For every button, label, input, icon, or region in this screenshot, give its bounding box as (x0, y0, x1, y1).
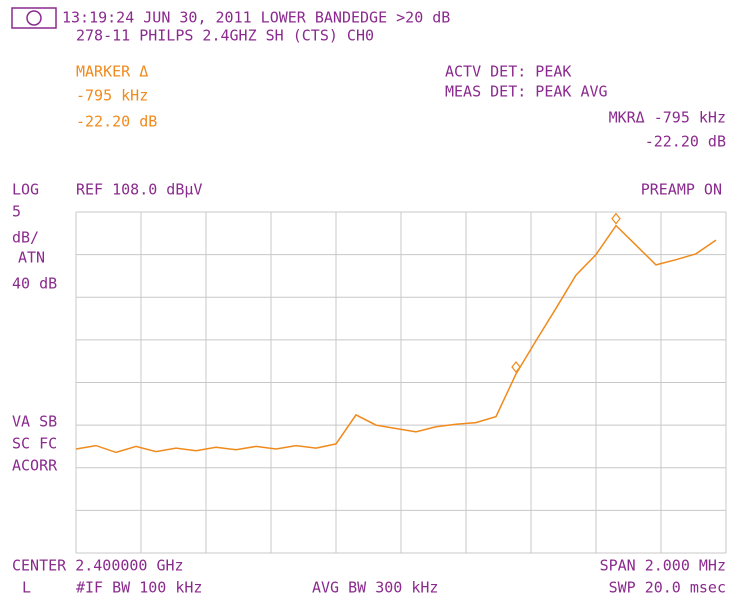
footer-label: AVG BW 300 kHz (312, 579, 438, 596)
side-label: dB/ (12, 229, 39, 247)
scale-type: LOG (12, 181, 39, 199)
footer-label: SPAN 2.000 MHz (600, 557, 726, 575)
detector: MEAS DET: PEAK AVG (445, 83, 608, 101)
side-label: 40 dB (12, 275, 57, 293)
marker-amp: -22.20 dB (76, 113, 157, 131)
side-label: SC FC (12, 435, 57, 453)
marker-readout: MKRΔ -795 kHz (609, 109, 726, 127)
footer-label: CENTER 2.400000 GHz (12, 557, 184, 575)
logo-mark (26, 10, 42, 26)
ref-level: REF 108.0 dBµV (76, 181, 202, 199)
side-label: ATN (18, 249, 45, 267)
side-label: VA SB (12, 413, 57, 431)
header-line: 13:19:24 JUN 30, 2011 LOWER BANDEDGE >20… (62, 9, 450, 27)
graticule (75, 211, 727, 554)
footer-label: SWP 20.0 msec (609, 579, 726, 596)
side-label: 5 (12, 203, 21, 221)
marker (511, 361, 521, 373)
marker-readout: -22.20 dB (645, 133, 726, 151)
marker-title: MARKER Δ (76, 63, 148, 81)
header-line: 278-11 PHILPS 2.4GHZ SH (CTS) CH0 (76, 27, 374, 45)
preamp: PREAMP ON (641, 181, 722, 199)
detector: ACTV DET: PEAK (445, 63, 571, 81)
logo (11, 7, 57, 29)
marker (611, 212, 621, 225)
footer-label: #IF BW 100 kHz (76, 579, 202, 596)
footer-label: L (22, 579, 31, 596)
side-label: ACORR (12, 457, 58, 475)
trace (75, 224, 717, 454)
marker-freq: -795 kHz (76, 87, 148, 105)
